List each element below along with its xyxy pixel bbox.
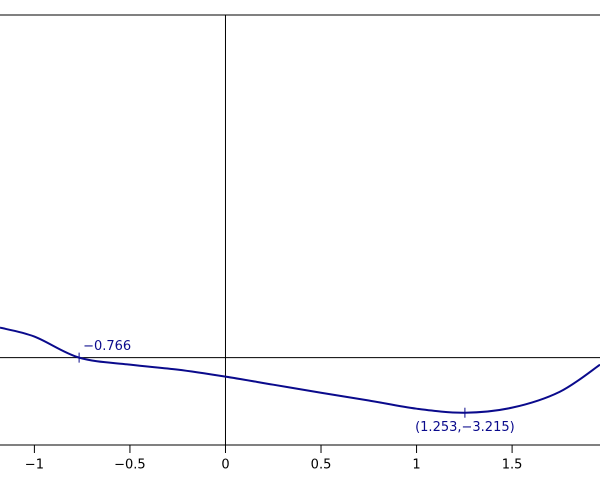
x-tick-label: −0.5	[114, 458, 146, 473]
annotation-label: (1.253,−3.215)	[415, 420, 515, 435]
x-tick-label: 0.5	[311, 458, 332, 473]
annotation-label: −0.766	[83, 339, 131, 354]
curve	[0, 326, 600, 414]
x-tick-label: 1	[412, 458, 420, 473]
x-tick-label: 1.5	[502, 458, 523, 473]
x-tick-label: 0	[221, 458, 229, 473]
x-tick-label: −1	[25, 458, 44, 473]
